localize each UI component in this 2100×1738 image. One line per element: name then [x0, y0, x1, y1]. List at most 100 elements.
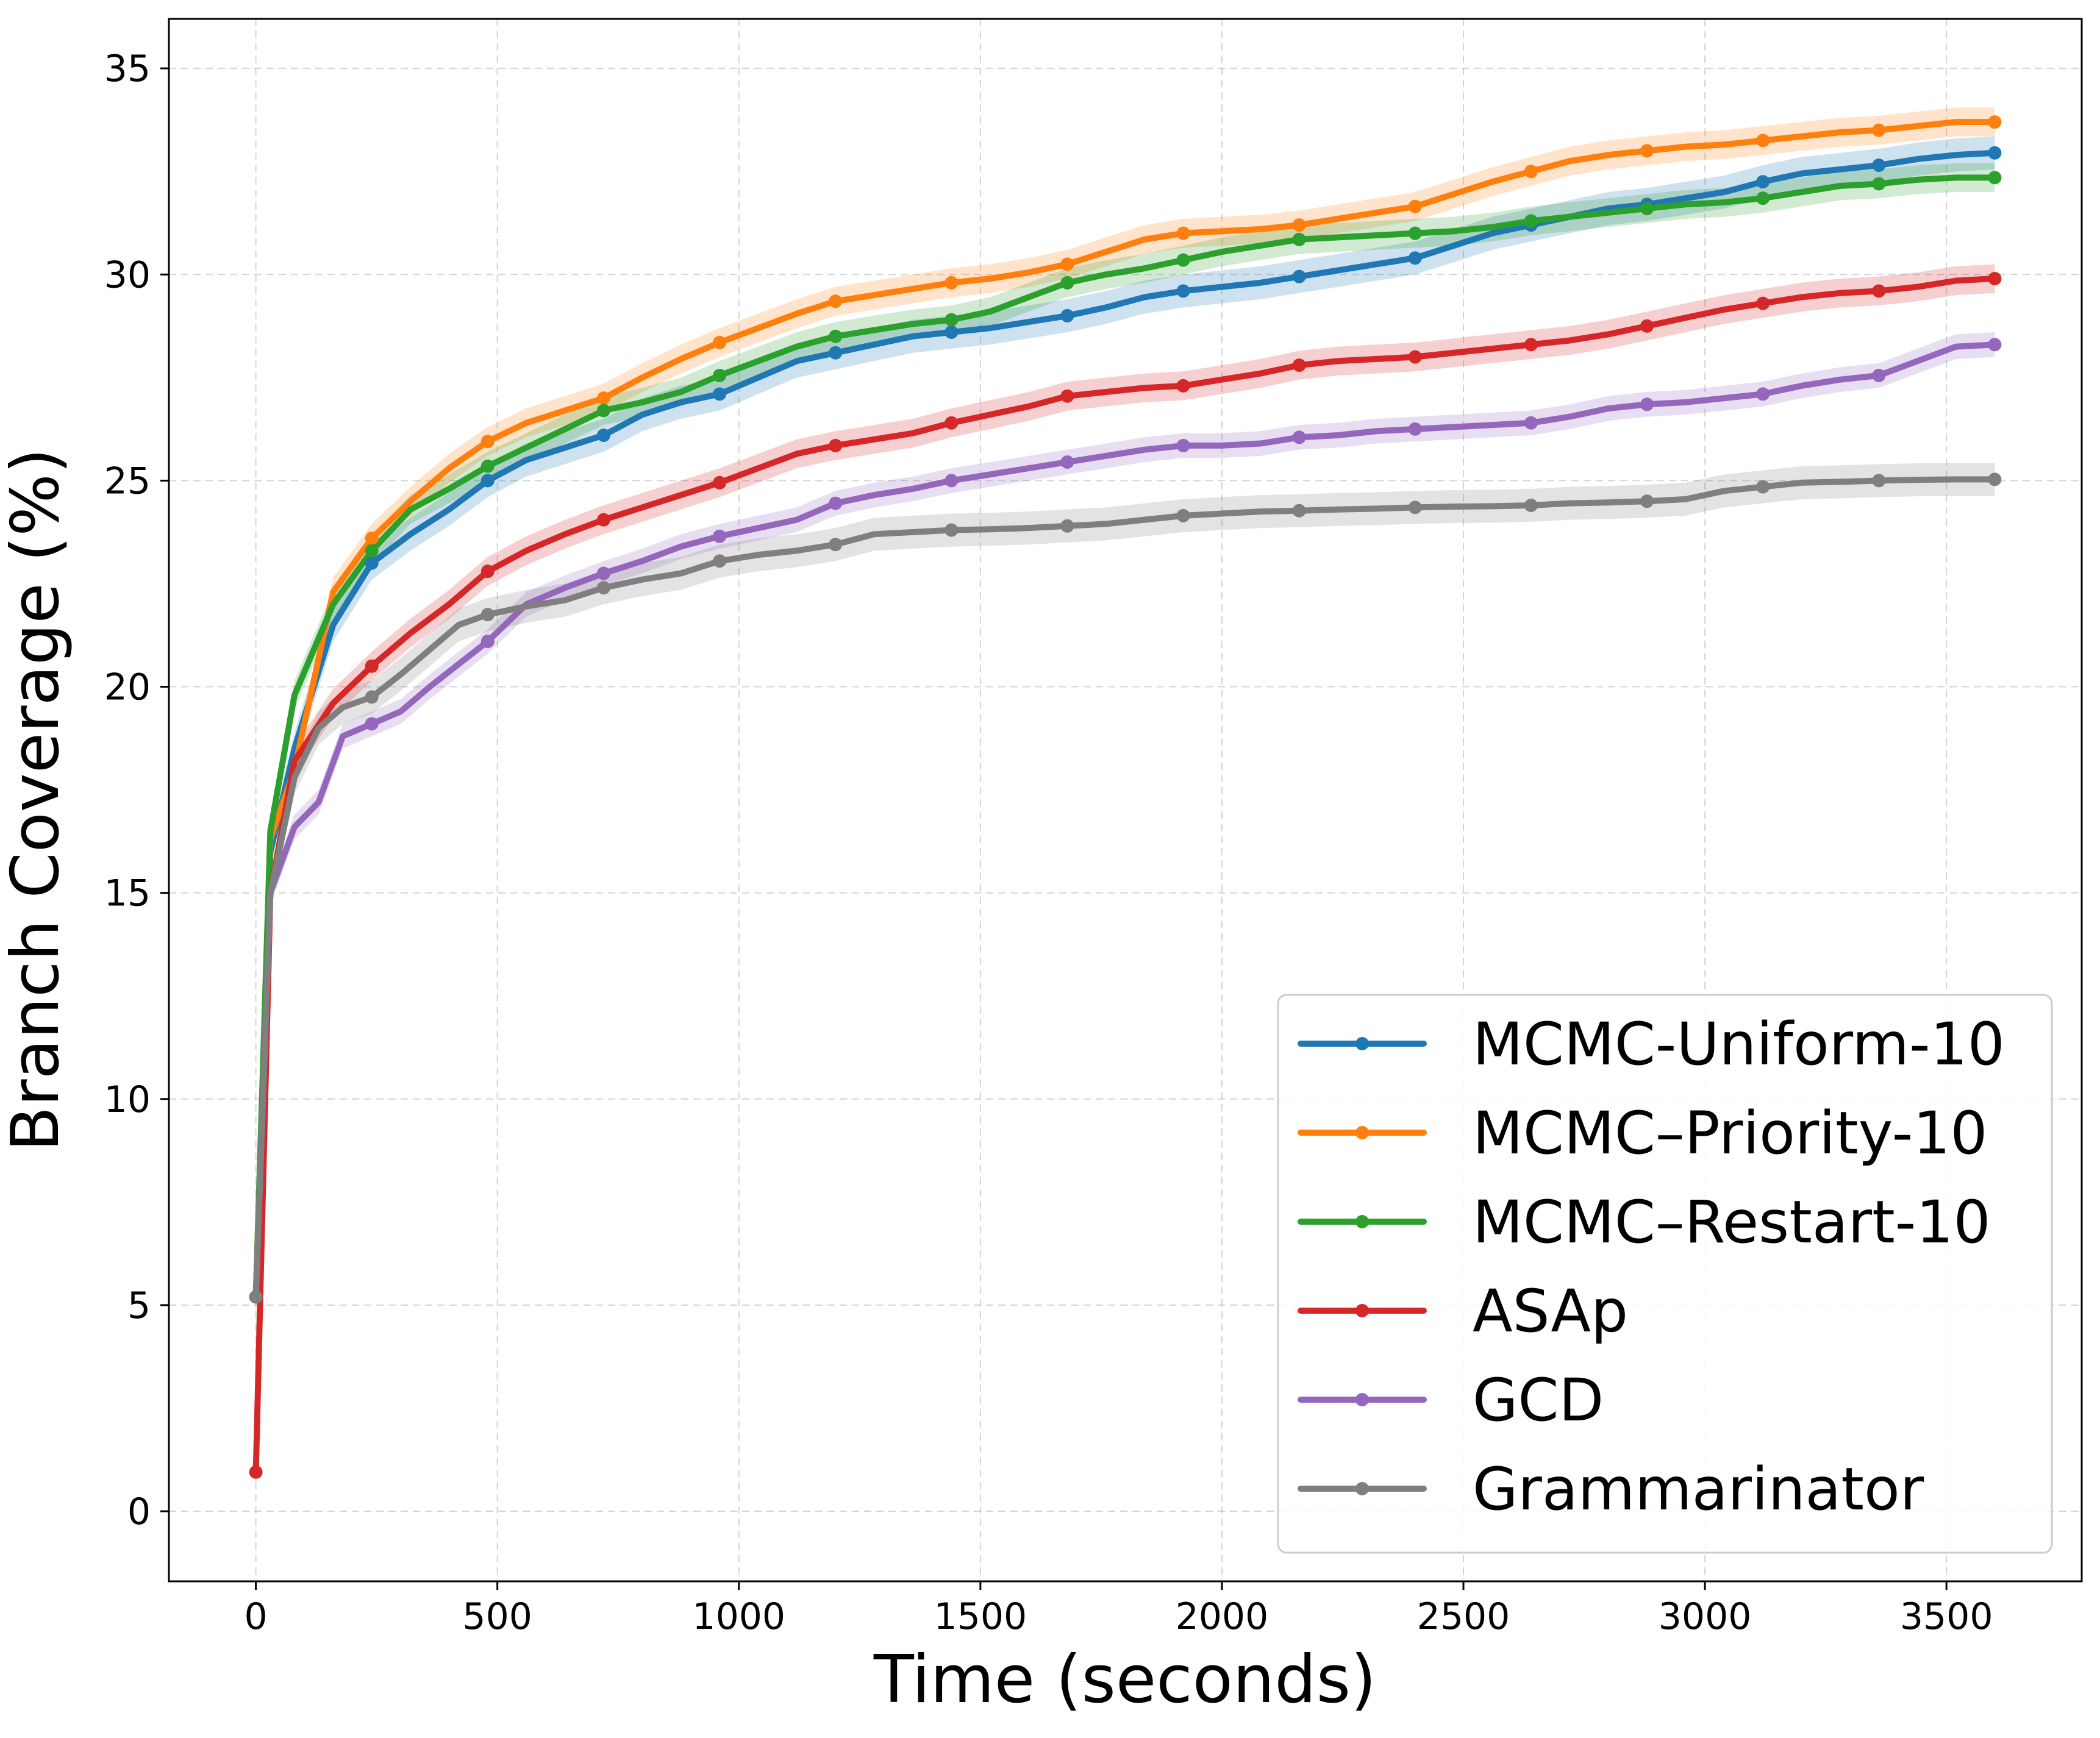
gcd-point [365, 717, 379, 731]
asap-point [365, 659, 379, 673]
legend-marker-gcd [1355, 1393, 1369, 1406]
y-tick-label: 35 [104, 48, 151, 90]
mcmc-priority-10-point [1292, 218, 1306, 232]
grammarinator-point [1060, 519, 1074, 533]
y-tick-label: 15 [104, 872, 151, 915]
legend-marker-mcmc-restart-10 [1355, 1215, 1369, 1228]
mcmc-priority-10-point [1872, 123, 1886, 137]
mcmc-restart-10-point [945, 313, 959, 327]
mcmc-priority-10-line [252, 119, 1998, 1300]
mcmc-uniform-10-point [1408, 251, 1422, 265]
mcmc-priority-10-point [1176, 226, 1190, 240]
x-tick-label: 1500 [934, 1595, 1027, 1638]
legend-box [1277, 994, 2053, 1554]
legend-marker-mcmc-uniform-10 [1355, 1037, 1369, 1050]
x-axis-title: Time (seconds) [873, 1642, 1376, 1718]
gcd-point [1292, 430, 1306, 444]
mcmc-restart-10-point [1524, 214, 1538, 228]
mcmc-priority-10-point [713, 335, 727, 349]
grammarinator-point [249, 1290, 263, 1304]
gcd-point [1872, 368, 1886, 382]
y-tick-label: 0 [127, 1490, 151, 1533]
legend-label-mcmc-uniform-10: MCMC-Uniform-10 [1473, 1010, 2005, 1078]
grammarinator-point [596, 581, 610, 595]
asap-point [1292, 358, 1306, 372]
grammarinator-point [480, 608, 495, 622]
gcd-point [713, 529, 727, 543]
legend-marker-mcmc-priority-10 [1355, 1126, 1369, 1139]
y-tick-label: 30 [104, 254, 151, 296]
mcmc-uniform-10-point [1176, 284, 1190, 298]
gcd-point [1988, 338, 2002, 352]
mcmc-uniform-10-point [1292, 269, 1306, 283]
grammarinator-point [1872, 474, 1886, 488]
x-tick-label: 3000 [1659, 1595, 1752, 1638]
mcmc-restart-10-point [1292, 232, 1306, 246]
mcmc-uniform-10-point [480, 474, 495, 488]
gcd-point [596, 566, 610, 580]
asap-line [252, 276, 1998, 1475]
gcd-point [480, 635, 495, 649]
grammarinator-point [1408, 500, 1422, 515]
legend-marker-grammarinator [1355, 1482, 1369, 1495]
mcmc-uniform-10-point [1872, 158, 1886, 173]
legend: MCMC-Uniform-10 MCMC–Priority-10 MCMC–Rest… [1277, 994, 2053, 1554]
asap-point [1872, 284, 1886, 298]
mcmc-uniform-10-point [1060, 308, 1074, 322]
grammarinator-point [365, 690, 379, 704]
grammarinator-point [1292, 504, 1306, 518]
grammarinator-point [1640, 494, 1654, 508]
grammarinator-point [945, 523, 959, 537]
x-tick-label: 0 [244, 1595, 267, 1638]
legend-label-grammarinator: Grammarinator [1473, 1455, 1924, 1523]
x-tick-label: 3500 [1900, 1595, 1993, 1638]
axis-ticks: 0 500 1000 1500 2000 2500 3000 3500 0 5 10 15 20 25 30… [104, 48, 1993, 1638]
mcmc-restart-10-point [480, 459, 495, 473]
mcmc-priority-10-point [480, 435, 495, 449]
grammarinator-point [829, 538, 843, 552]
x-tick-label: 2500 [1417, 1595, 1510, 1638]
legend-label-mcmc-priority-10: MCMC–Priority-10 [1473, 1099, 1988, 1167]
mcmc-restart-10-point [1756, 191, 1770, 205]
grammarinator-point [713, 554, 727, 568]
mcmc-restart-10-point [1176, 253, 1190, 267]
legend-entries: MCMC-Uniform-10 MCMC–Priority-10 MCMC–Rest… [1298, 1010, 2005, 1523]
mcmc-priority-10-point [1060, 257, 1074, 271]
gcd-point [1060, 455, 1074, 469]
mcmc-restart-10-point [1060, 276, 1074, 290]
mcmc-restart-10-point [1640, 202, 1654, 216]
asap-point [1408, 350, 1422, 364]
mcmc-priority-10-point [1524, 165, 1538, 179]
gcd-point [1176, 438, 1190, 452]
gcd-point [945, 474, 959, 488]
mcmc-restart-10-point [1988, 171, 2002, 185]
mcmc-uniform-10-point [1988, 146, 2002, 160]
asap-point [596, 513, 610, 527]
grammarinator-point [1988, 472, 2002, 486]
mcmc-priority-10-point [945, 276, 959, 290]
mcmc-restart-10-point [829, 329, 843, 343]
asap-point [249, 1465, 263, 1479]
asap-point [945, 416, 959, 430]
asap-point [1176, 379, 1190, 393]
mcmc-priority-10-point [829, 294, 843, 308]
mcmc-uniform-10-point [1756, 175, 1770, 189]
gcd-point [829, 496, 843, 510]
mcmc-uniform-10-point [596, 429, 610, 443]
mcmc-priority-10-point [365, 532, 379, 546]
mcmc-priority-10-point [1988, 115, 2002, 129]
mcmc-restart-10-point [596, 404, 610, 418]
asap-point [1756, 296, 1770, 310]
gcd-point [1408, 422, 1422, 436]
mcmc-restart-10-point [1872, 177, 1886, 191]
asap-point [1060, 389, 1074, 403]
y-tick-label: 25 [104, 460, 151, 502]
y-tick-label: 5 [127, 1284, 151, 1327]
mcmc-priority-10-point [1408, 199, 1422, 213]
mcmc-uniform-10-line [252, 149, 1998, 1300]
x-tick-label: 1000 [692, 1595, 785, 1638]
mcmc-priority-10-point [1640, 144, 1654, 158]
mcmc-uniform-10-point [945, 325, 959, 339]
asap-point [1988, 272, 2002, 286]
